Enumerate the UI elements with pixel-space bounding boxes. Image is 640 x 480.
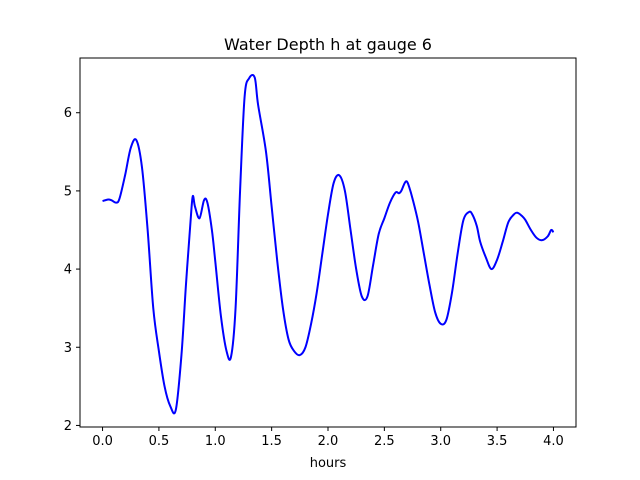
y-tick-label: 3 [64, 341, 72, 356]
y-axis: 2 3 4 5 6 [64, 106, 80, 434]
x-axis-title: hours [310, 456, 347, 471]
x-tick-label: 2.0 [318, 434, 339, 449]
y-tick-label: 4 [64, 263, 72, 278]
series-layer [102, 73, 555, 415]
y-tick-label: 2 [64, 419, 72, 434]
x-tick-label: 3.5 [487, 434, 508, 449]
y-tick-label: 6 [64, 106, 72, 121]
x-tick-label: 4.0 [543, 434, 564, 449]
x-tick-label: 2.5 [374, 434, 395, 449]
x-tick-label: 3.0 [430, 434, 451, 449]
x-tick-label: 0.0 [92, 434, 113, 449]
y-tick-label: 5 [64, 184, 72, 199]
chart-title: Water Depth h at gauge 6 [224, 35, 432, 54]
x-tick-label: 1.0 [205, 434, 226, 449]
series-line-0 [102, 73, 555, 415]
x-tick-label: 0.5 [149, 434, 170, 449]
x-tick-label: 1.5 [261, 434, 282, 449]
x-axis: 0.0 0.5 1.0 1.5 2.0 2.5 3.0 3.5 4.0 [92, 427, 564, 449]
